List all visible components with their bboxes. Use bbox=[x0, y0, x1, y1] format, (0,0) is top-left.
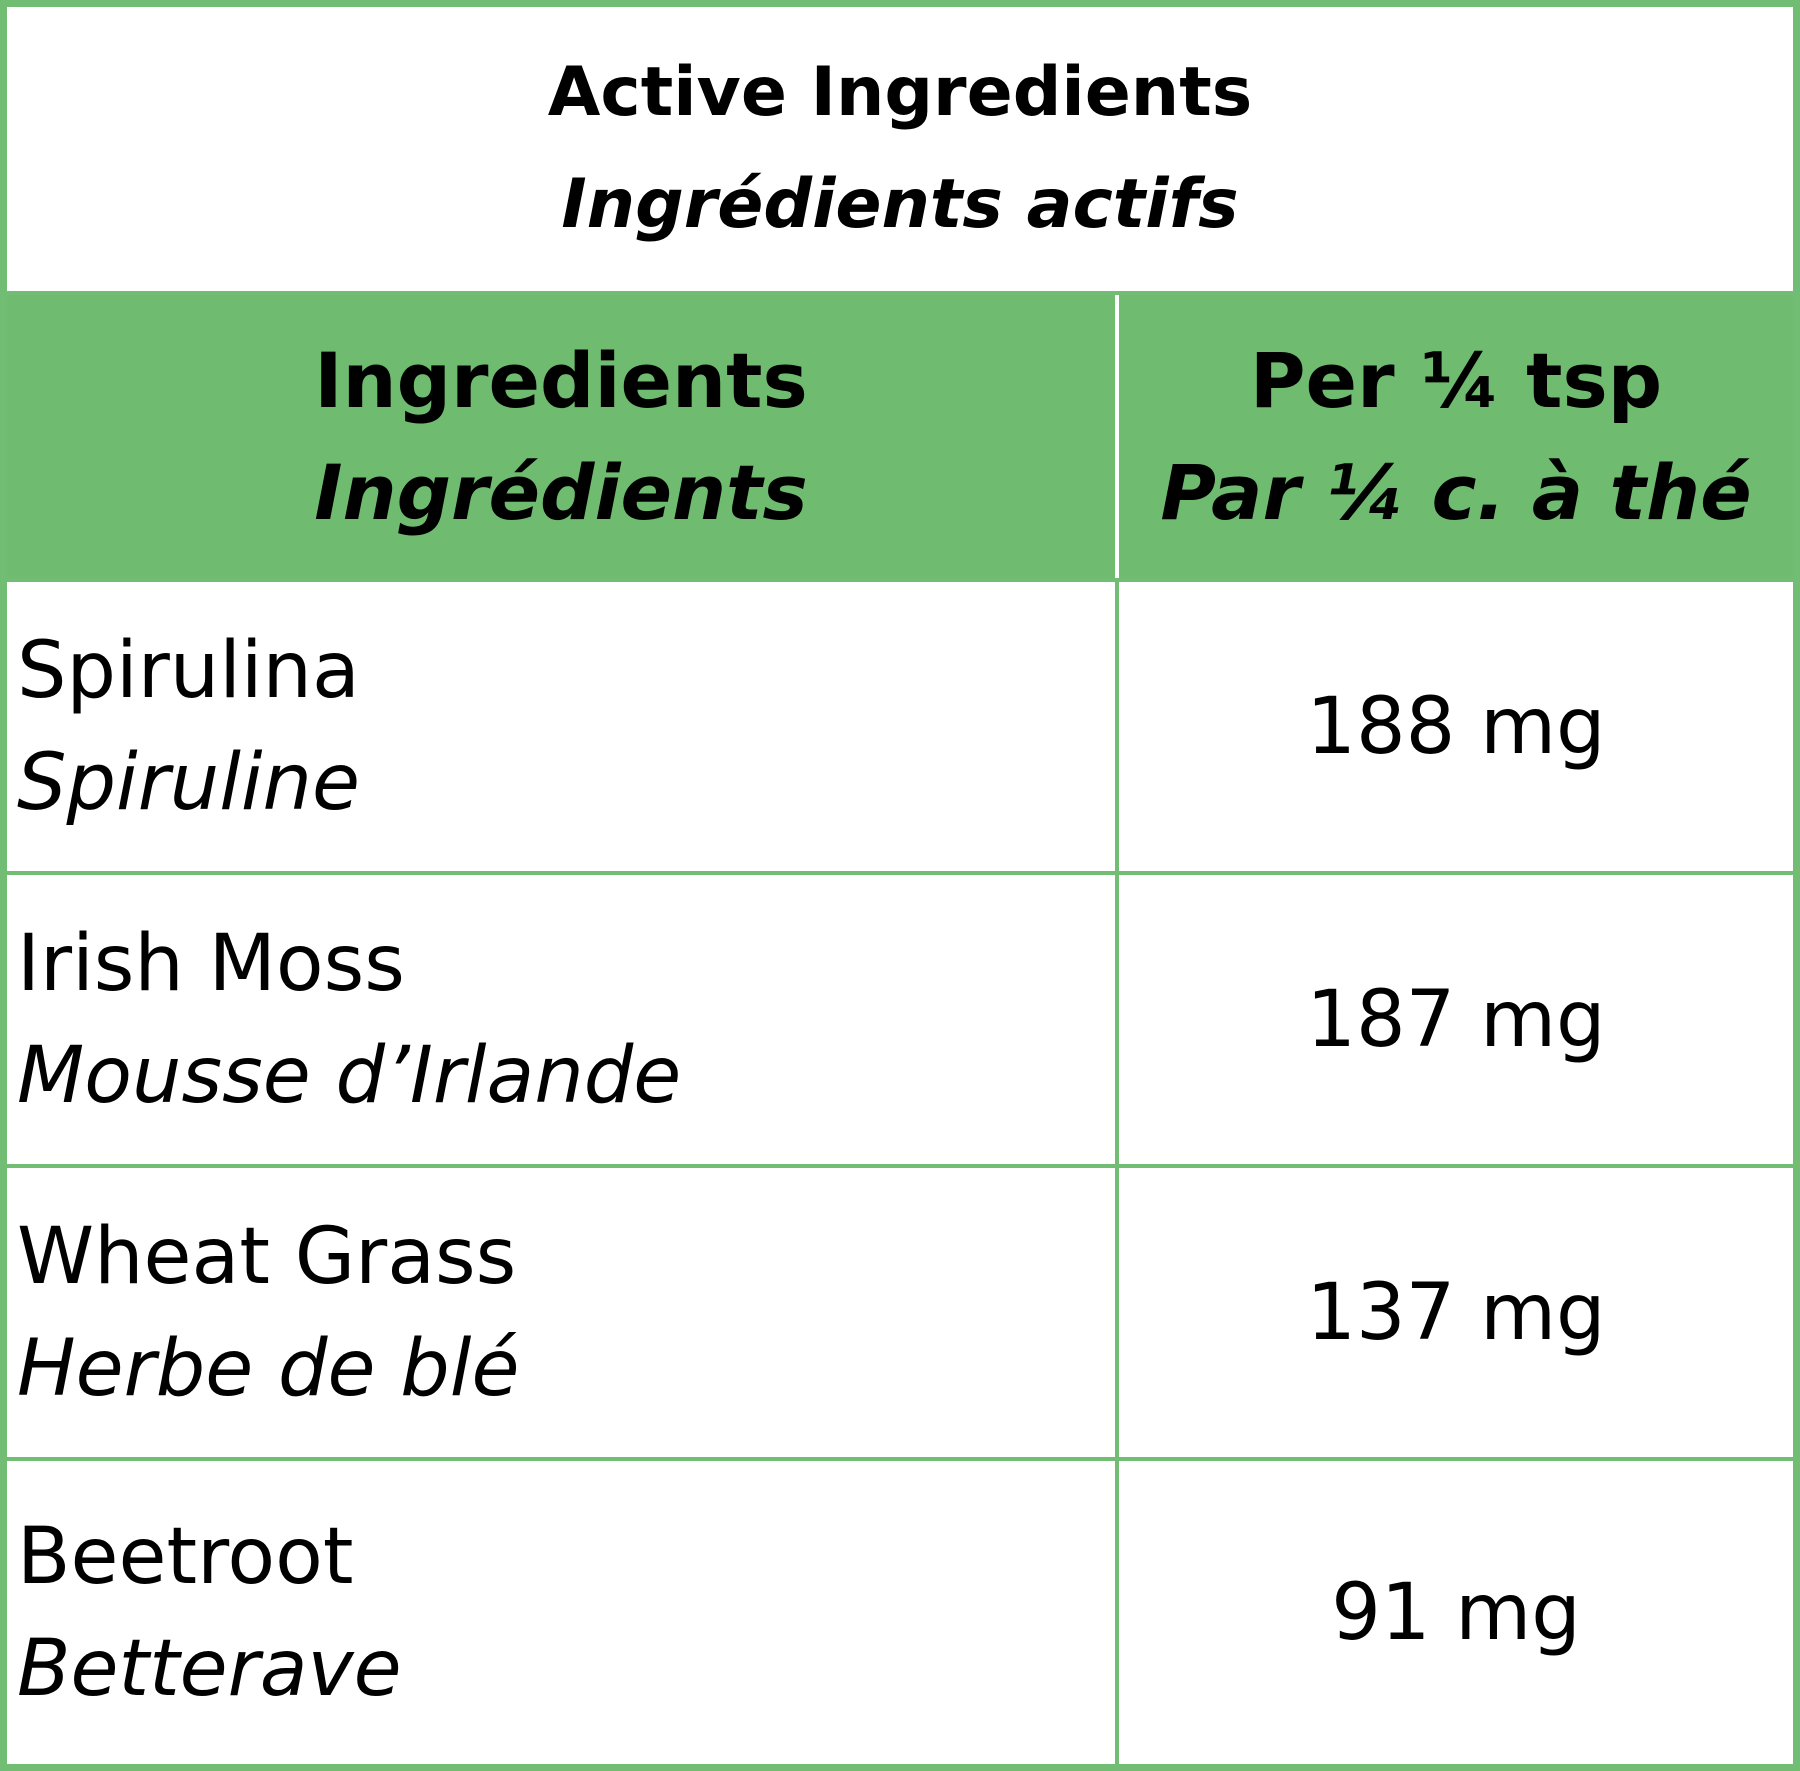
title-en: Active Ingredients bbox=[547, 53, 1253, 132]
ingredient-name-en: Beetroot bbox=[17, 1511, 354, 1602]
ingredient-name-cell: Spirulina Spiruline bbox=[7, 582, 1119, 871]
header-fr: Ingrédients bbox=[314, 447, 808, 537]
ingredient-name-fr: Spiruline bbox=[17, 737, 360, 828]
ingredient-row: Spirulina Spiruline 188 mg bbox=[7, 582, 1793, 875]
ingredient-row: Wheat Grass Herbe de blé 137 mg bbox=[7, 1168, 1793, 1461]
ingredient-name-cell: Irish Moss Mousse d’Irlande bbox=[7, 875, 1119, 1164]
ingredient-name-en: Irish Moss bbox=[17, 918, 405, 1009]
ingredient-name-fr: Mousse d’Irlande bbox=[17, 1030, 682, 1121]
header-en: Ingredients bbox=[314, 335, 808, 425]
title-fr: Ingrédients actifs bbox=[561, 165, 1239, 244]
ingredient-name-fr: Herbe de blé bbox=[17, 1323, 520, 1414]
amount-cell: 137 mg bbox=[1119, 1168, 1793, 1457]
amount: 188 mg bbox=[1306, 681, 1606, 772]
amount: 187 mg bbox=[1306, 974, 1606, 1065]
header-row: Ingredients Ingrédients Per ¼ tsp Par ¼ … bbox=[7, 295, 1793, 582]
ingredient-row: Irish Moss Mousse d’Irlande 187 mg bbox=[7, 875, 1793, 1168]
amount: 91 mg bbox=[1331, 1567, 1581, 1658]
amount-cell: 187 mg bbox=[1119, 875, 1793, 1164]
header-fr: Par ¼ c. à thé bbox=[1160, 447, 1752, 537]
header-cell: Ingredients Ingrédients bbox=[7, 295, 1119, 578]
ingredient-name-en: Wheat Grass bbox=[17, 1211, 517, 1302]
ingredient-name-en: Spirulina bbox=[17, 625, 360, 716]
header-cell: Per ¼ tsp Par ¼ c. à thé bbox=[1119, 295, 1793, 578]
ingredient-name-cell: Beetroot Betterave bbox=[7, 1461, 1119, 1764]
ingredient-row: Beetroot Betterave 91 mg bbox=[7, 1461, 1793, 1764]
header-en: Per ¼ tsp bbox=[1249, 335, 1663, 425]
amount-cell: 188 mg bbox=[1119, 582, 1793, 871]
amount: 137 mg bbox=[1306, 1267, 1606, 1358]
amount-cell: 91 mg bbox=[1119, 1461, 1793, 1764]
ingredient-name-fr: Betterave bbox=[17, 1623, 402, 1714]
table-title: Active Ingredients Ingrédients actifs bbox=[7, 7, 1793, 295]
ingredient-name-cell: Wheat Grass Herbe de blé bbox=[7, 1168, 1119, 1457]
